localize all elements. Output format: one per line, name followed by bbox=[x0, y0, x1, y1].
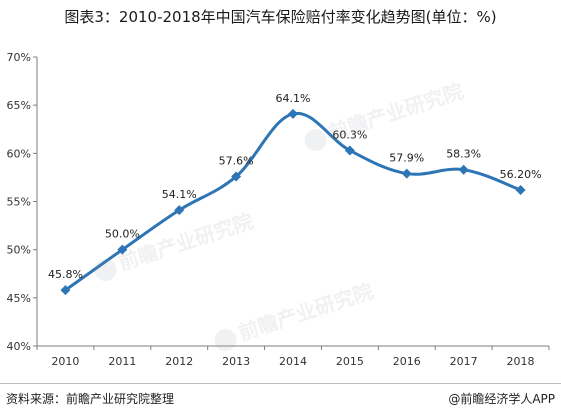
x-tick-label: 2017 bbox=[450, 355, 478, 368]
y-tick-label: 60% bbox=[7, 147, 31, 160]
data-label: 58.3% bbox=[446, 148, 481, 161]
y-tick-label: 70% bbox=[7, 51, 31, 64]
x-tick-label: 2015 bbox=[336, 355, 364, 368]
y-tick-label: 55% bbox=[7, 196, 31, 209]
y-tick-label: 45% bbox=[7, 292, 31, 305]
data-label: 45.8% bbox=[48, 268, 83, 281]
data-label: 57.6% bbox=[219, 154, 254, 167]
line-chart: 40% 45% 50% 55% 60% 65% 70% 2010 2011 2012 2013 201… bbox=[7, 51, 550, 368]
data-point-marker bbox=[231, 171, 242, 182]
data-point-marker bbox=[174, 205, 185, 216]
data-label: 56.20% bbox=[500, 168, 542, 181]
chart-title: 图表3：2010-2018年中国汽车保险赔付率变化趋势图(单位：%) bbox=[64, 8, 497, 26]
footer-divider bbox=[0, 383, 561, 384]
y-tick-label: 40% bbox=[7, 340, 31, 353]
data-point-marker bbox=[288, 108, 298, 119]
y-tick-label: 65% bbox=[7, 99, 31, 112]
x-tick-label: 2018 bbox=[507, 355, 535, 368]
data-point-marker bbox=[117, 244, 128, 255]
series-line bbox=[63, 112, 523, 292]
y-tick-label: 50% bbox=[7, 244, 31, 257]
data-point-marker bbox=[60, 285, 71, 296]
source-note: 资料来源：前瞻产业研究院整理 bbox=[6, 392, 175, 406]
x-tick-label: 2016 bbox=[393, 355, 421, 368]
data-label: 54.1% bbox=[162, 188, 197, 201]
x-tick-label: 2011 bbox=[108, 355, 136, 368]
data-label: 60.3% bbox=[332, 128, 367, 141]
data-label: 64.1% bbox=[276, 92, 311, 105]
data-label: 50.0% bbox=[105, 228, 140, 241]
x-tick-label: 2013 bbox=[222, 355, 250, 368]
data-point-marker bbox=[515, 184, 526, 195]
data-point-marker bbox=[458, 164, 469, 175]
data-label: 57.9% bbox=[389, 152, 424, 165]
data-point-marker bbox=[344, 145, 355, 156]
brand-credit: @前瞻经济学人APP bbox=[448, 392, 555, 406]
x-tick-label: 2014 bbox=[279, 355, 307, 368]
x-tick-label: 2010 bbox=[51, 355, 79, 368]
data-point-marker bbox=[401, 168, 412, 179]
x-tick-label: 2012 bbox=[165, 355, 193, 368]
